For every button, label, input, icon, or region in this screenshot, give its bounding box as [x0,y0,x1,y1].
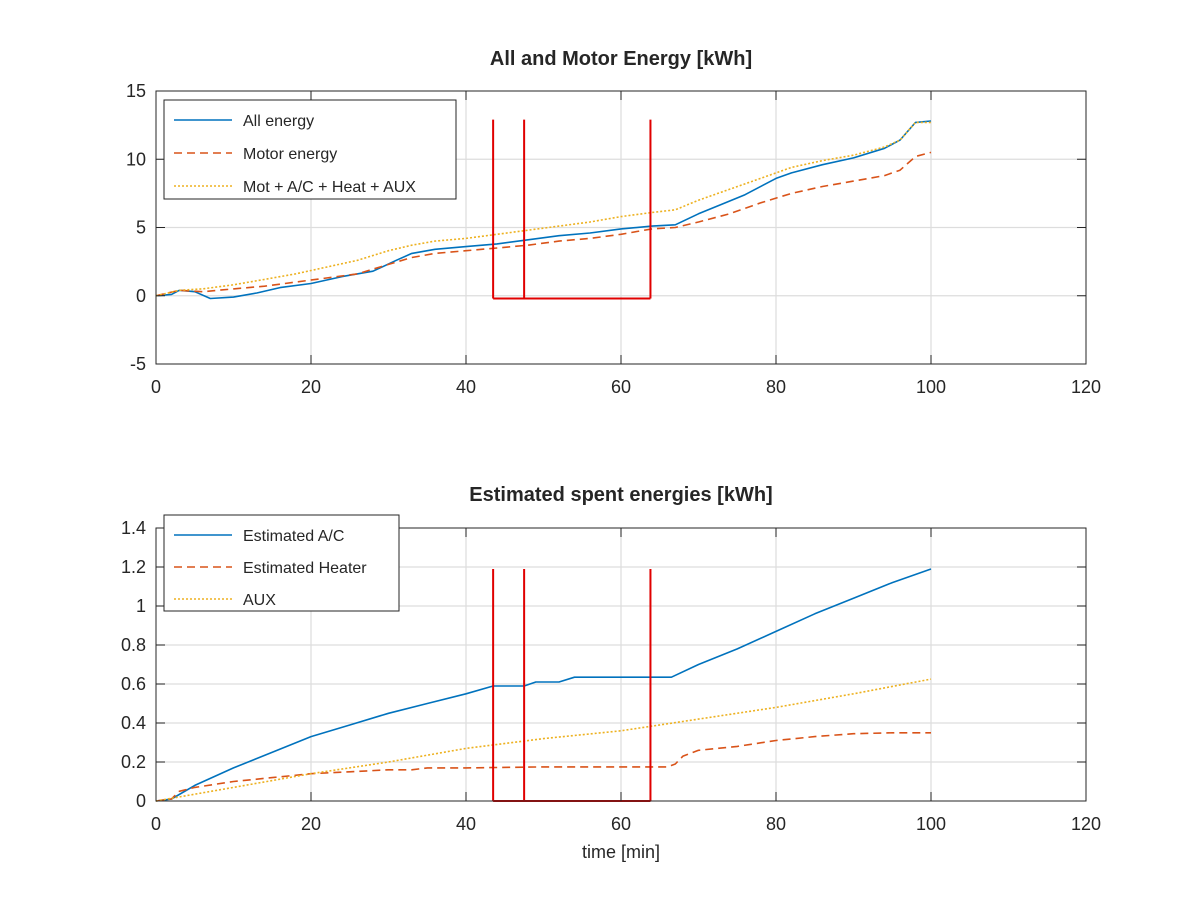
chart-title: Estimated spent energies [kWh] [469,484,772,506]
x-tick-label: 100 [916,377,946,397]
x-tick-label: 0 [151,814,161,834]
grid-lines [156,528,1086,801]
y-tick-label: 0.4 [121,713,146,733]
legend: Estimated A/C Estimated Heater AUX [163,514,400,612]
series-estimated-a-c [155,568,932,802]
x-tick-label: 40 [456,377,476,397]
x-tick-label: 0 [151,377,161,397]
legend-label: Motor energy [243,146,337,163]
series-lines [155,568,932,802]
legend-label: Estimated A/C [243,528,344,545]
tick-marks [155,527,1087,802]
legend-label: Mot + A/C + Heat + AUX [243,179,416,196]
series-mot-a-c-heat-aux [155,121,931,297]
tick-labels: 0 20 40 60 80 100 120 0 0.2 0.4 0.6 0.8 1 1.2 1.4 [121,518,1101,834]
legend-label: AUX [243,592,276,609]
legend-label: Estimated Heater [243,560,367,577]
x-tick-label: 60 [611,814,631,834]
series-aux [155,678,932,802]
series-motor-energy [155,151,932,297]
legend-box [163,514,400,612]
y-tick-label: 0 [136,791,146,811]
y-tick-label: 1.4 [121,518,146,538]
y-tick-label: 1.2 [121,557,146,577]
x-tick-label: 80 [766,814,786,834]
y-tick-label: 0 [136,286,146,306]
x-tick-label: 20 [301,814,321,834]
x-tick-label: 120 [1071,814,1101,834]
y-tick-label: 10 [126,149,146,169]
x-tick-label: 120 [1071,377,1101,397]
series-lines [155,120,932,300]
legend: All energy Motor energy Mot + A/C + Heat +… [163,99,457,200]
series-all-energy [155,120,932,300]
y-tick-label: 5 [136,218,146,238]
x-axis-label: time [min] [582,842,660,862]
y-tick-label: 1 [136,596,146,616]
spent-energy-axes: 0 20 40 60 80 100 120 0 0.2 0.4 0.6 0.8 1 1.2 1.4 Esti… [121,484,1101,862]
series-estimated-heater [155,731,931,802]
x-tick-label: 20 [301,377,321,397]
tick-marks [155,90,1087,365]
legend-box [163,99,457,200]
event-markers [492,119,652,300]
chart-title: All and Motor Energy [kWh] [490,48,752,70]
y-tick-label: 0.6 [121,674,146,694]
x-tick-label: 100 [916,814,946,834]
y-tick-label: -5 [130,354,146,374]
x-tick-label: 60 [611,377,631,397]
y-tick-label: 0.8 [121,635,146,655]
x-tick-label: 80 [766,377,786,397]
x-tick-label: 40 [456,814,476,834]
y-tick-label: 0.2 [121,752,146,772]
y-tick-label: 15 [126,81,146,101]
legend-label: All energy [243,113,314,130]
